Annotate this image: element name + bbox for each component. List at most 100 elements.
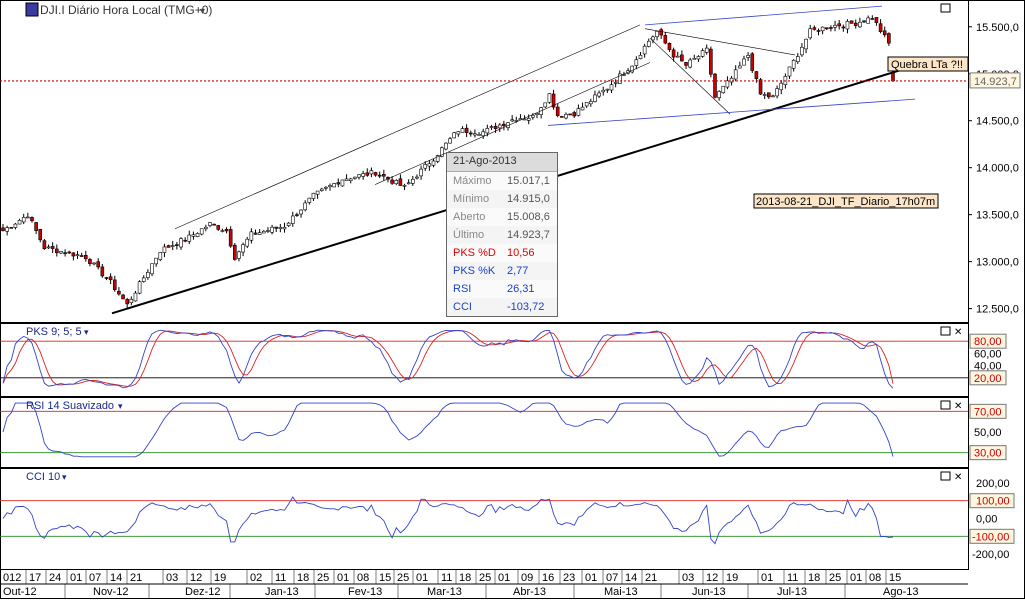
x-month-label: Jun-13 (692, 586, 726, 598)
x-day-label: 21 (645, 572, 657, 584)
cci-tick-label: 100,00 (976, 496, 1010, 508)
candle (361, 173, 365, 177)
x-day-label: 07 (606, 572, 618, 584)
x-day-label: 02 (250, 572, 262, 584)
candle (75, 254, 80, 257)
candle (249, 231, 254, 241)
candle (849, 20, 854, 24)
candle (212, 223, 216, 226)
candle (158, 252, 163, 260)
candle (170, 245, 175, 247)
candle (605, 88, 610, 91)
candle (208, 222, 212, 226)
candle (704, 47, 709, 53)
candle (278, 227, 283, 229)
candle (369, 170, 374, 175)
candle (638, 54, 643, 60)
candle (92, 262, 96, 265)
candle (344, 178, 349, 182)
candle (493, 125, 498, 130)
candle (829, 27, 833, 29)
chart-title: DJI.I Diário Hora Local (TMG+0) (40, 3, 212, 17)
candle (675, 55, 680, 58)
y-tick-label: 14.500,0 (976, 116, 1019, 128)
y-tick-label: 13.000,0 (976, 257, 1019, 269)
x-day-label: 23 (563, 572, 575, 584)
candle (315, 190, 320, 195)
cci-label: CCI 10 (26, 471, 60, 483)
candle (38, 228, 43, 241)
candle (324, 186, 328, 189)
candle (489, 126, 494, 128)
candle (175, 244, 179, 246)
tooltip-key: Máximo (453, 175, 492, 187)
x-month-label: Jul-13 (777, 586, 807, 598)
candle (754, 71, 759, 79)
rsi-tick-label: 30,00 (974, 448, 1002, 460)
candle (617, 73, 622, 84)
candle (146, 272, 150, 278)
x-day-label: 16 (542, 572, 554, 584)
candle (30, 217, 34, 222)
candle (1, 227, 5, 231)
candle (261, 230, 266, 234)
candle (526, 118, 531, 121)
candle (841, 26, 846, 29)
candle (502, 123, 506, 127)
candle (100, 266, 105, 277)
wedge-line (644, 28, 796, 56)
x-day-label: 21 (130, 572, 142, 584)
candle (717, 91, 721, 99)
candles (1, 15, 895, 309)
y-tick-label: 12.500,0 (976, 304, 1019, 316)
candle (117, 290, 121, 295)
rsi-tick-label: 50,00 (974, 427, 1002, 439)
tooltip-key: PKS %K (453, 265, 496, 277)
channel-lower (374, 62, 651, 185)
candle (485, 128, 490, 134)
candle (468, 132, 473, 135)
candle (787, 66, 792, 77)
candle (555, 106, 560, 116)
candle (216, 225, 221, 230)
annotation-file: 2013-08-21_DJI_TF_Diario_17h07m (756, 196, 935, 208)
tick-box (969, 403, 1007, 419)
cci-tick-label: -100,00 (972, 531, 1009, 543)
candle (59, 251, 63, 254)
candle (845, 21, 850, 30)
candle (866, 17, 870, 24)
candle (820, 26, 825, 32)
candle (746, 55, 750, 58)
candle (71, 252, 76, 257)
x-day-label: 03 (682, 572, 694, 584)
candle (663, 35, 668, 44)
candle (576, 108, 581, 116)
candle (427, 163, 432, 167)
candle (46, 246, 51, 249)
tooltip-value: 15.017,1 (507, 175, 550, 187)
x-month-label: Mar-13 (427, 586, 462, 598)
title-dropdown-icon: ▾ (200, 6, 205, 17)
candle (415, 176, 419, 179)
candle (419, 168, 423, 177)
panel-frame (0, 323, 969, 397)
candle (332, 183, 336, 188)
candle (758, 79, 763, 95)
candle (402, 185, 407, 187)
candle (800, 46, 804, 56)
candle (535, 113, 539, 115)
candle (481, 131, 485, 137)
pks-tick-label: 60,00 (974, 348, 1002, 360)
candle (597, 92, 601, 97)
candle (551, 93, 556, 108)
x-day-label: 17 (29, 572, 41, 584)
candle (129, 298, 134, 303)
candle (882, 30, 887, 36)
candle (5, 227, 9, 232)
x-day-label: 25 (317, 572, 329, 584)
candle (613, 82, 618, 84)
candle (13, 223, 18, 228)
tick-box (969, 528, 1015, 544)
x-day-label: 01 (70, 572, 82, 584)
candle (50, 246, 55, 249)
